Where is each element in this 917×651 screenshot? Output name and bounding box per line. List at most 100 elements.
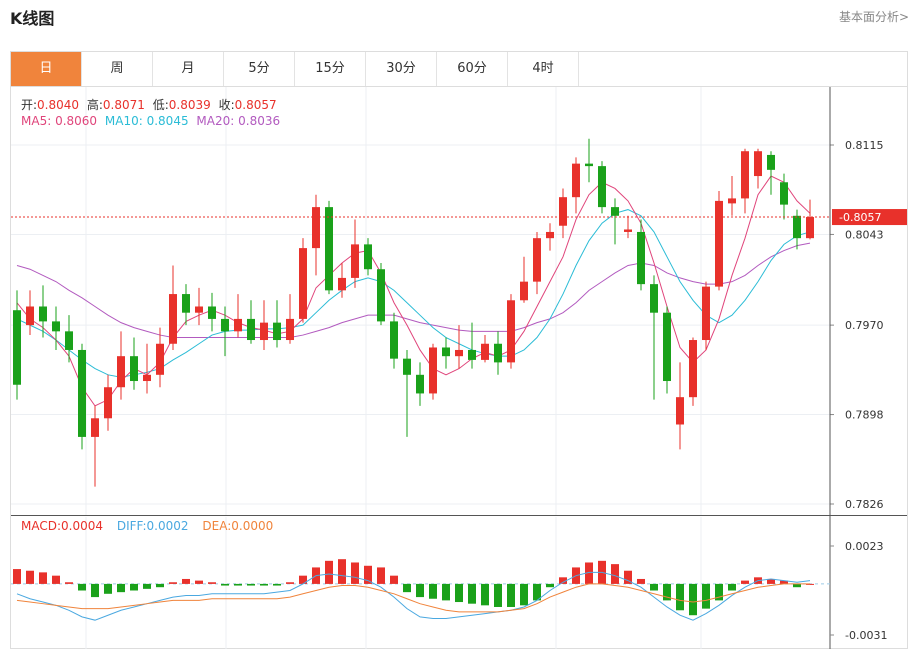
candle-up <box>195 306 203 313</box>
macd-bar-up <box>338 559 346 584</box>
macd-bar-down <box>403 583 411 593</box>
candle-down <box>416 374 424 394</box>
dea-label: DEA: <box>202 519 232 533</box>
ma20-line <box>16 242 811 339</box>
candle-down <box>273 322 281 341</box>
close-value: 0.8057 <box>234 98 277 112</box>
candle-up <box>117 356 125 388</box>
ma10-legend: MA10: 0.8045 <box>105 114 189 128</box>
macd-bar-up <box>351 562 359 584</box>
candle-down <box>585 163 593 167</box>
candle-down <box>39 306 47 322</box>
fundamentals-link[interactable]: 基本面分析> <box>838 10 909 24</box>
ma20-legend: MA20: 0.8036 <box>196 114 280 128</box>
tab-60min[interactable]: 60分 <box>437 52 508 86</box>
tab-15min[interactable]: 15分 <box>295 52 366 86</box>
macd-bar-up <box>585 562 593 584</box>
macd-bar-down <box>494 583 502 607</box>
ma-legend: MA5: 0.8060 MA10: 0.8045 MA20: 0.8036 <box>21 114 284 128</box>
macd-bar-down <box>689 583 697 616</box>
candle-up <box>689 340 697 398</box>
period-tabs: 日 周 月 5分 15分 30分 60分 4时 <box>10 51 908 87</box>
macd-bar-down <box>702 583 710 609</box>
macd-bar-up <box>52 575 60 584</box>
current-price-label: -0.8057 <box>839 211 881 224</box>
tab-day[interactable]: 日 <box>11 52 82 86</box>
macd-bar-up <box>195 580 203 584</box>
candle-up <box>481 343 489 360</box>
tab-30min[interactable]: 30分 <box>366 52 437 86</box>
open-label: 开: <box>21 98 38 112</box>
macd-bar-up <box>767 578 775 584</box>
candle-down <box>468 349 476 360</box>
page-title: K线图 <box>10 9 55 28</box>
low-label: 低: <box>152 98 169 112</box>
tab-4h[interactable]: 4时 <box>508 52 579 86</box>
tab-week[interactable]: 周 <box>82 52 153 86</box>
candle-down <box>182 294 190 313</box>
macd-bar-down <box>247 583 255 586</box>
y-tick-label: 0.8043 <box>845 228 884 241</box>
macd-bar-up <box>65 582 73 584</box>
tab-5min[interactable]: 5分 <box>224 52 295 86</box>
ma5-label: MA5: <box>21 114 56 128</box>
macd-bar-down <box>78 583 86 591</box>
candle-up <box>520 281 528 301</box>
candle-down <box>13 310 21 385</box>
candle-up <box>624 229 632 232</box>
kline-chart[interactable]: 0.8115 0.8043 0.7970 0.7898 0.7826 -0.8057 0.0… <box>11 87 907 649</box>
macd-bar-down <box>546 583 554 588</box>
macd-bar-up <box>780 580 788 584</box>
macd-bar-up <box>364 565 372 584</box>
candle-up <box>715 200 723 287</box>
candle-down <box>494 343 502 363</box>
macd-bar-down <box>260 583 268 586</box>
candle-up <box>702 286 710 341</box>
candle-down <box>208 306 216 319</box>
dea-value: 0.0000 <box>231 519 274 533</box>
macd-bar-up <box>26 570 34 584</box>
candle-down <box>442 347 450 357</box>
macd-bar-down <box>143 583 151 589</box>
ma10-line <box>16 209 811 378</box>
candle-up <box>546 231 554 239</box>
candle-down <box>663 312 671 382</box>
macd-bar-up <box>169 582 177 584</box>
macd-bar-down <box>455 583 463 603</box>
candle-up <box>572 163 580 198</box>
candle-up <box>351 244 359 278</box>
candle-up <box>104 387 112 419</box>
kline-chart-area[interactable]: 0.8115 0.8043 0.7970 0.7898 0.7826 -0.8057 0.0… <box>10 87 908 649</box>
candle-up <box>338 277 346 291</box>
ma10-value: 0.8045 <box>146 114 189 128</box>
diff-value: 0.0002 <box>146 519 189 533</box>
tab-month[interactable]: 月 <box>153 52 224 86</box>
y-tick-label: 0.7898 <box>845 409 884 422</box>
diff-legend-item: DIFF:0.0002 <box>117 519 189 533</box>
macd-bar-up <box>390 575 398 584</box>
macd-y-tick-label: 0.0023 <box>845 540 884 553</box>
macd-legend-item: MACD:0.0004 <box>21 519 103 533</box>
macd-bar-down <box>234 583 242 586</box>
y-tick-label: 0.8115 <box>845 139 884 152</box>
candle-up <box>26 306 34 326</box>
candle-down <box>52 321 60 332</box>
macd-bar-up <box>286 582 294 584</box>
candle-up <box>455 349 463 357</box>
dea-line <box>16 583 810 613</box>
candle-up <box>91 418 99 437</box>
macd-bar-down <box>650 583 658 591</box>
macd-bar-up <box>637 578 645 584</box>
macd-label: MACD: <box>21 519 62 533</box>
candle-down <box>780 182 788 205</box>
macd-bar-up <box>559 577 567 584</box>
macd-bar-down <box>117 583 125 593</box>
candle-down <box>247 318 255 341</box>
candle-down <box>767 154 775 170</box>
candle-down <box>65 331 73 350</box>
macd-bar-up <box>741 580 749 584</box>
macd-bar-down <box>156 583 164 588</box>
candle-up <box>429 347 437 394</box>
ma5-legend: MA5: 0.8060 <box>21 114 97 128</box>
ma20-label: MA20: <box>196 114 239 128</box>
